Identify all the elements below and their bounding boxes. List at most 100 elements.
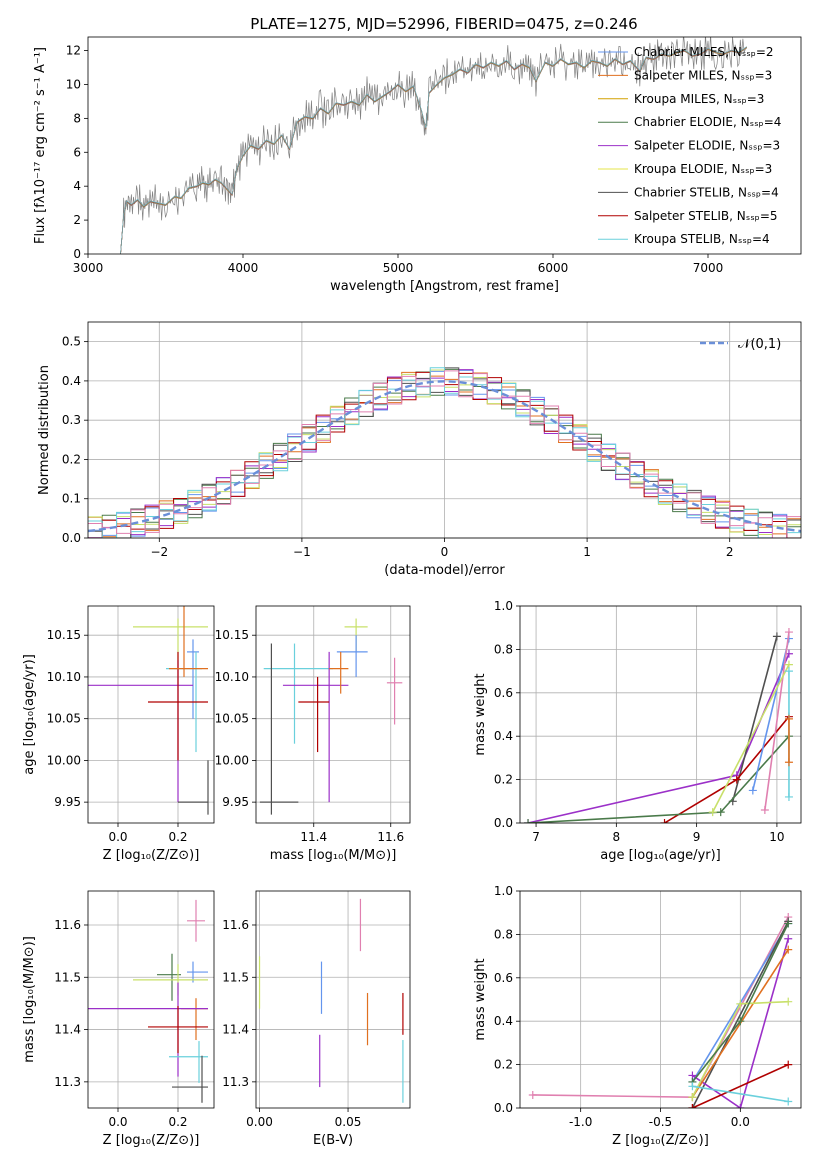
weight-series-line <box>692 1085 789 1103</box>
spectrum-frame <box>87 36 802 255</box>
residuals-axes: −2 −1 0 1 2 0.0 0.1 0.2 0.3 0.4 0.5 <box>62 322 801 559</box>
weight-marker <box>708 808 717 817</box>
y-tick-label: 10.15 <box>215 628 249 642</box>
x-tick-label: 2 <box>726 545 734 559</box>
x-tick-label: 0.0 <box>731 1115 750 1129</box>
z_age-frame <box>87 605 215 824</box>
y-tick-label: 11.4 <box>54 1023 81 1037</box>
spectrum-legend: Chabrier MILES, Nₛₛₚ=2 Salpeter MILES, Nₛ… <box>598 45 781 246</box>
ebv_mass-axes: 0.00 0.05 11.3 11.4 11.5 11.6 <box>222 891 410 1129</box>
weight-series-line <box>691 921 789 1108</box>
weight-marker <box>784 1060 793 1069</box>
weight-marker <box>688 1082 697 1091</box>
x-tick-label: 0.2 <box>168 1115 187 1129</box>
weight-series-line <box>691 938 789 1108</box>
x-tick-label: 11.4 <box>300 830 327 844</box>
panels-group: 3000 4000 5000 6000 7000024681012wavelength … <box>22 36 802 1148</box>
spectrum-axes: 3000 4000 5000 6000 7000 0 2 4 6 8 10 12 <box>66 44 724 275</box>
x-tick-label: 6000 <box>538 261 569 275</box>
weight-series-line <box>752 638 790 791</box>
y-tick-label: 0.4 <box>62 374 81 388</box>
weight-marker <box>688 1093 697 1102</box>
weight-marker <box>760 805 769 814</box>
weight-marker <box>716 808 725 817</box>
legend-label: Salpeter ELODIE, Nₛₛₚ=3 <box>634 139 780 153</box>
y-tick-label: 9.95 <box>54 795 81 809</box>
weight-series-line <box>731 636 778 802</box>
y-tick-label: 11.3 <box>54 1075 81 1089</box>
legend-label: Kroupa MILES, Nₛₛₚ=3 <box>634 92 764 106</box>
y-tick-label: 0.2 <box>494 773 513 787</box>
y-tick-label: 0.6 <box>494 686 513 700</box>
weight-marker <box>784 945 793 954</box>
y-tick-label: 0.3 <box>62 413 81 427</box>
y-tick-label: 10.10 <box>215 670 249 684</box>
weight-marker <box>732 775 741 784</box>
y-tick-label: 0.8 <box>494 927 513 941</box>
weight-marker <box>784 919 793 928</box>
x-tick-label: 11.6 <box>377 830 404 844</box>
x-tick-label: 8 <box>613 830 621 844</box>
weight-marker <box>784 792 793 801</box>
age_weight-lines <box>524 628 793 823</box>
weight-marker <box>688 1104 697 1108</box>
x-tick-label: 7000 <box>693 261 724 275</box>
y-tick-label: 10.15 <box>47 628 81 642</box>
weight-marker <box>784 758 793 767</box>
x-tick-label: 0.0 <box>108 830 127 844</box>
y-tick-label: 10.05 <box>215 712 249 726</box>
y-tick-label: 0.0 <box>494 816 513 830</box>
y-tick-label: 0.1 <box>62 492 81 506</box>
y-tick-label: 10.10 <box>47 670 81 684</box>
z_age-xlabel: Z [log₁₀(Z/Z⊙)] <box>103 848 200 863</box>
z_mass-frame <box>87 890 215 1109</box>
spectrum-model-line <box>120 46 747 254</box>
ebv_mass-xlabel: E(B-V) <box>313 1133 353 1148</box>
y-tick-label: 6 <box>73 145 81 159</box>
z_weight-xlabel: Z [log₁₀(Z/Z⊙)] <box>612 1133 709 1148</box>
age_weight-xlabel: age [log₁₀(age/yr)] <box>600 848 721 863</box>
legend-label: Chabrier ELODIE, Nₛₛₚ=4 <box>634 115 781 129</box>
legend-label: Salpeter MILES, Nₛₛₚ=3 <box>634 68 772 82</box>
mass_age-points <box>259 618 403 815</box>
weight-marker <box>772 632 781 641</box>
weight-series-line <box>711 664 790 813</box>
residuals-xlabel: (data-model)/error <box>384 563 505 578</box>
residual-legend: 𝒩(0,1) <box>700 337 781 352</box>
x-tick-label: -1.0 <box>569 1115 592 1129</box>
x-tick-label: -0.5 <box>649 1115 672 1129</box>
weight-marker <box>784 667 793 676</box>
z_weight-ylabel: mass weight <box>473 958 488 1040</box>
y-tick-label: 10.00 <box>47 753 81 767</box>
y-tick-label: 0.0 <box>62 531 81 545</box>
weight-marker <box>736 1017 745 1026</box>
weight-series-line <box>764 631 790 811</box>
y-tick-label: 2 <box>73 213 81 227</box>
x-tick-label: 3000 <box>73 261 104 275</box>
legend-label: Kroupa ELODIE, Nₛₛₚ=3 <box>634 162 772 176</box>
y-tick-label: 11.6 <box>54 918 81 932</box>
normal-curve <box>88 380 801 533</box>
x-tick-label: 10 <box>769 830 784 844</box>
spectrum-lines <box>120 37 747 254</box>
mass_age-axes: 11.4 11.6 9.95 10.00 10.05 10.10 10.15 <box>215 606 410 844</box>
x-tick-label: 5000 <box>383 261 414 275</box>
weight-marker <box>736 999 745 1008</box>
weight-marker <box>784 714 793 723</box>
z_weight-axes: -1.0 -0.5 0.0 0.0 0.2 0.4 0.6 0.8 1.0 <box>494 884 801 1129</box>
figure-title: PLATE=1275, MJD=52996, FIBERID=0475, z=0… <box>250 15 637 33</box>
z_mass-points <box>88 899 208 1103</box>
y-tick-label: 0.2 <box>494 1058 513 1072</box>
z_age-ylabel: age [log₁₀(age/yr)] <box>22 654 37 775</box>
y-tick-label: 10 <box>66 77 81 91</box>
y-tick-label: 11.3 <box>222 1075 249 1089</box>
legend-label: Chabrier MILES, Nₛₛₚ=2 <box>634 45 774 59</box>
residuals-ylabel: Normed distribution <box>37 365 52 495</box>
y-tick-label: 11.4 <box>222 1023 249 1037</box>
weight-marker <box>528 1090 537 1099</box>
legend-label: Chabrier STELIB, Nₛₛₚ=4 <box>634 185 779 199</box>
x-tick-label: 0.05 <box>335 1115 362 1129</box>
z_age-axes: 0.0 0.2 9.95 10.00 10.05 10.10 10.15 <box>47 606 214 844</box>
weight-marker <box>748 786 757 795</box>
